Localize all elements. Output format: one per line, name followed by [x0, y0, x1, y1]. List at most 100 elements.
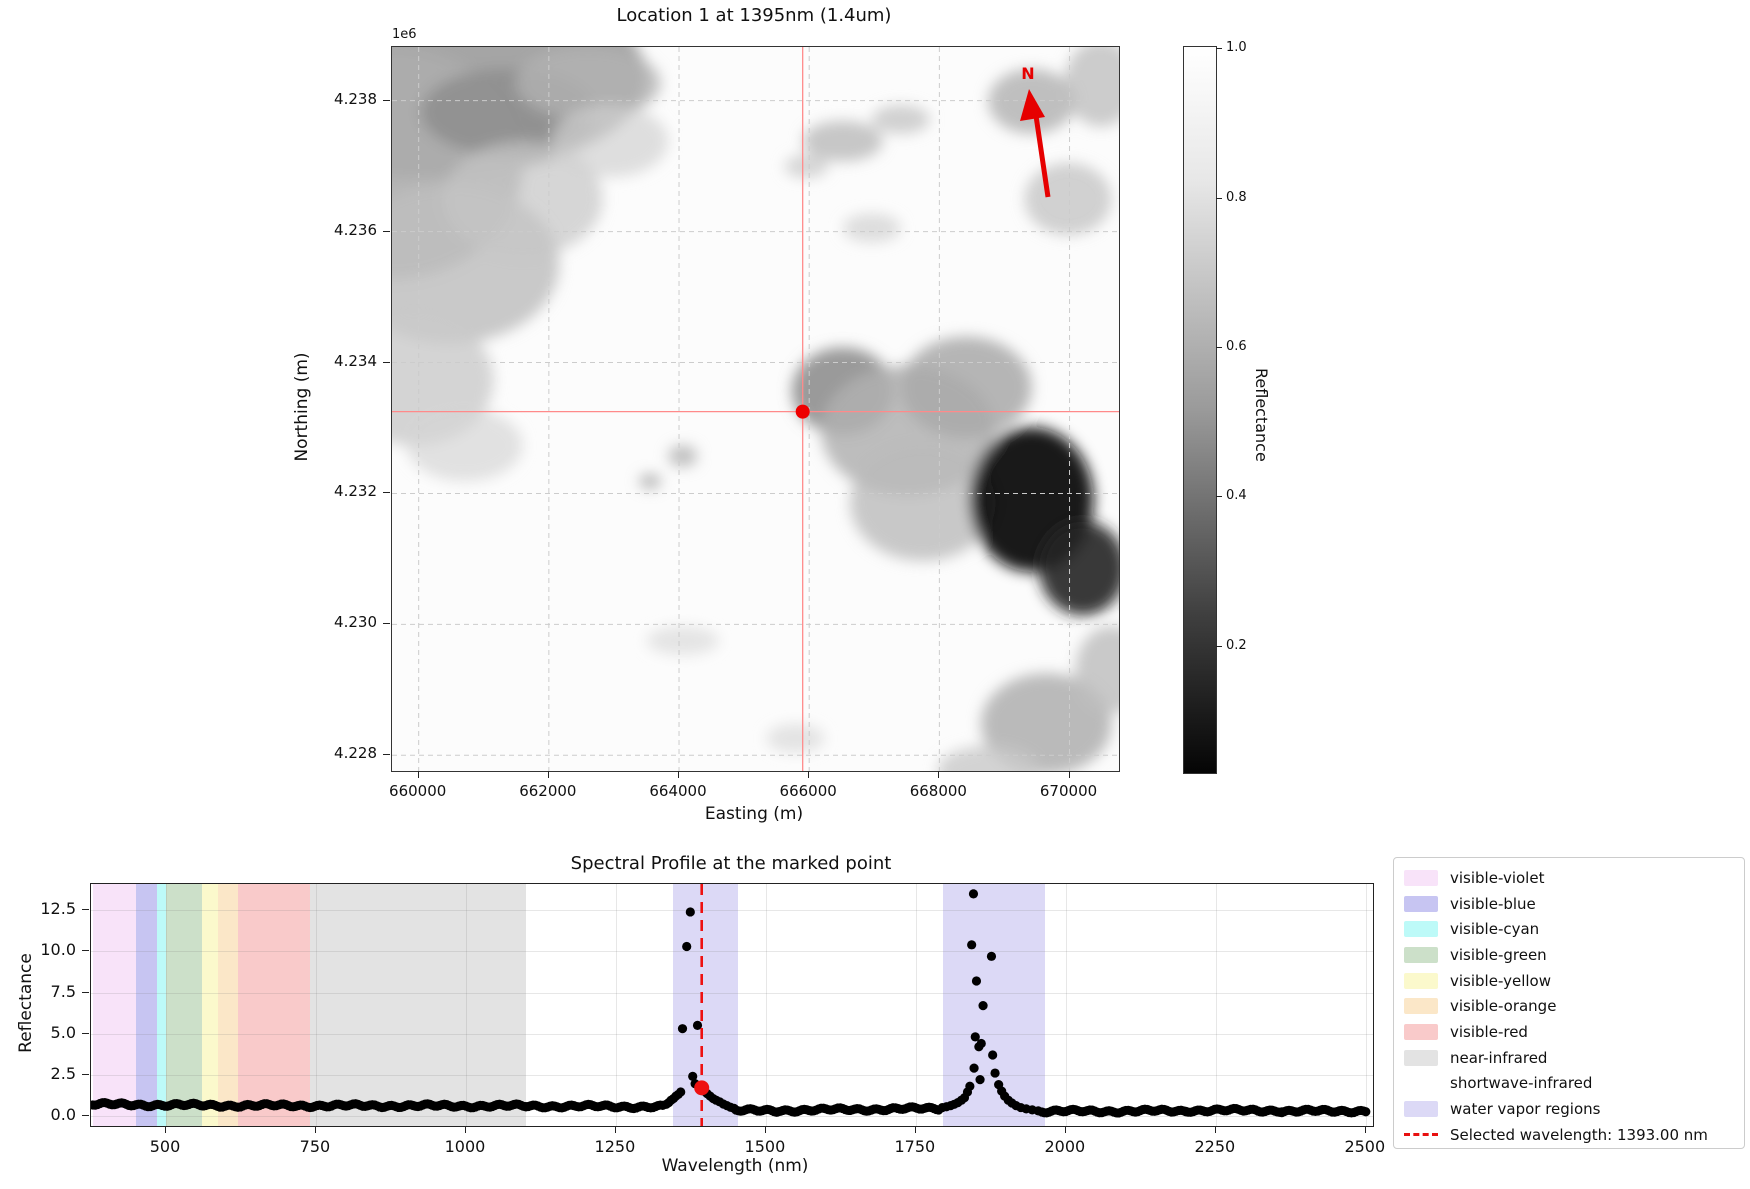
- legend-label: visible-cyan: [1450, 920, 1540, 939]
- spectral-legend: visible-violet visible-blue visible-cyan vi…: [1393, 857, 1745, 1149]
- legend-swatch: [1404, 869, 1438, 886]
- legend-row-3: visible-green: [1404, 942, 1744, 968]
- selected-wavelength-marker: [694, 1080, 710, 1096]
- legend-row-7: near-infrared: [1404, 1045, 1744, 1071]
- colorbar-label: Reflectance: [1252, 368, 1271, 462]
- spec-x-tickmark: [914, 1126, 916, 1133]
- spec-gridline-v: [1065, 884, 1067, 1126]
- map-image-axes: N: [210, 0, 1149, 797]
- map-y-tickmark: [383, 623, 390, 625]
- map-cloud-texture: [210, 0, 1149, 797]
- spec-gridline-h: [91, 951, 1373, 953]
- legend-swatch: [1404, 946, 1438, 963]
- colorbar-tickmark: [1216, 48, 1222, 50]
- map-y-tickmark: [383, 361, 390, 363]
- spec-x-ticklabel: 500: [149, 1137, 181, 1156]
- map-x-tickmark: [1068, 771, 1070, 778]
- north-arrow-label: N: [1021, 64, 1034, 83]
- map-y-ticklabel: 4.230: [334, 613, 377, 632]
- band-water-vapor-2: [942, 884, 1045, 1126]
- legend-swatch: [1404, 1023, 1438, 1040]
- legend-row-9: water vapor regions: [1404, 1096, 1744, 1122]
- legend-label: visible-yellow: [1450, 971, 1551, 990]
- legend-row-8: shortwave-infrared: [1404, 1071, 1744, 1097]
- spec-x-tickmark: [314, 1126, 316, 1133]
- map-y-ticklabel: 4.236: [334, 220, 377, 239]
- spec-x-tickmark: [1064, 1126, 1066, 1133]
- spectral-axes: [90, 883, 1374, 1127]
- colorbar-ticklabel: 0.8: [1226, 189, 1247, 205]
- legend-swatch: [1404, 1049, 1438, 1066]
- legend-row-2: visible-cyan: [1404, 916, 1744, 942]
- map-y-tickmark: [383, 492, 390, 494]
- spec-x-ticklabel: 1250: [594, 1137, 636, 1156]
- spec-y-tickmark: [82, 950, 89, 952]
- north-arrow: N: [1020, 64, 1051, 198]
- legend-label: visible-green: [1450, 945, 1547, 964]
- legend-row-10: Selected wavelength: 1393.00 nm: [1404, 1122, 1744, 1148]
- spectrum-peak-points: [661, 889, 1043, 1116]
- spec-gridline-v: [1215, 884, 1217, 1126]
- spec-x-ticklabel: 1500: [744, 1137, 786, 1156]
- spec-x-ticklabel: 2000: [1044, 1137, 1086, 1156]
- map-x-ticklabel: 668000: [909, 782, 967, 800]
- spec-x-ticklabel: 2500: [1344, 1137, 1386, 1156]
- legend-row-0: visible-violet: [1404, 865, 1744, 891]
- band-visible-blue: [135, 884, 157, 1126]
- map-axis-offset-label: 1e6: [392, 27, 417, 42]
- spec-gridline-h: [91, 910, 1373, 912]
- spectral-xlabel: Wavelength (nm): [661, 1156, 809, 1176]
- colorbar-tickmark: [1216, 496, 1222, 498]
- colorbar-tickmark: [1216, 197, 1222, 199]
- spec-gridline-h: [91, 1033, 1373, 1035]
- spec-gridline-v: [1365, 884, 1367, 1126]
- spec-gridline-v: [765, 884, 767, 1126]
- colorbar: [1183, 46, 1217, 774]
- legend-row-6: visible-red: [1404, 1019, 1744, 1045]
- map-y-tickmark: [383, 754, 390, 756]
- map-y-ticklabel: 4.238: [334, 89, 377, 108]
- spec-gridline-v: [915, 884, 917, 1126]
- spec-x-ticklabel: 2250: [1194, 1137, 1236, 1156]
- legend-label: shortwave-infrared: [1450, 1074, 1593, 1093]
- spec-y-tickmark: [82, 1073, 89, 1075]
- map-title: Location 1 at 1395nm (1.4um): [616, 5, 892, 26]
- map-x-ticklabel: 666000: [779, 782, 837, 800]
- spec-y-tickmark: [82, 1032, 89, 1034]
- spec-y-ticklabel: 5.0: [50, 1022, 76, 1042]
- band-near-infrared: [309, 884, 526, 1126]
- map-x-ticklabel: 670000: [1039, 782, 1098, 800]
- colorbar-ticklabel: 0.4: [1226, 488, 1247, 504]
- map-x-tickmark: [678, 771, 680, 778]
- colorbar-ticklabel: 1.0: [1226, 40, 1247, 56]
- legend-row-5: visible-orange: [1404, 993, 1744, 1019]
- legend-label: visible-violet: [1450, 868, 1545, 887]
- spec-gridline-v: [315, 884, 317, 1126]
- spectral-title: Spectral Profile at the marked point: [570, 853, 892, 874]
- band-visible-orange: [218, 884, 238, 1126]
- band-visible-red: [237, 884, 310, 1126]
- spec-gridline-h: [91, 1115, 1373, 1117]
- spec-y-ticklabel: 7.5: [50, 981, 76, 1001]
- legend-row-1: visible-blue: [1404, 891, 1744, 917]
- legend-swatch: [1404, 972, 1438, 989]
- map-y-tickmark: [383, 230, 390, 232]
- spec-y-ticklabel: 2.5: [50, 1063, 76, 1083]
- spectrum-baseline-points: [91, 1097, 1371, 1118]
- legend-label: visible-orange: [1450, 997, 1557, 1016]
- spec-y-ticklabel: 10.0: [40, 940, 76, 960]
- spec-x-ticklabel: 750: [299, 1137, 331, 1156]
- spec-x-tickmark: [614, 1126, 616, 1133]
- spec-x-tickmark: [1364, 1126, 1366, 1133]
- band-visible-violet: [92, 884, 136, 1126]
- spec-gridline-h: [91, 992, 1373, 994]
- legend-swatch: [1404, 998, 1438, 1015]
- spec-y-ticklabel: 0.0: [50, 1104, 76, 1124]
- spectral-scatter: [91, 884, 1371, 1126]
- legend-swatch: [1404, 895, 1438, 912]
- marked-point: [795, 404, 810, 419]
- spec-gridline-v: [465, 884, 467, 1126]
- spec-x-tickmark: [1214, 1126, 1216, 1133]
- colorbar-ticklabel: 0.2: [1226, 637, 1247, 653]
- legend-label: Selected wavelength: 1393.00 nm: [1450, 1125, 1708, 1144]
